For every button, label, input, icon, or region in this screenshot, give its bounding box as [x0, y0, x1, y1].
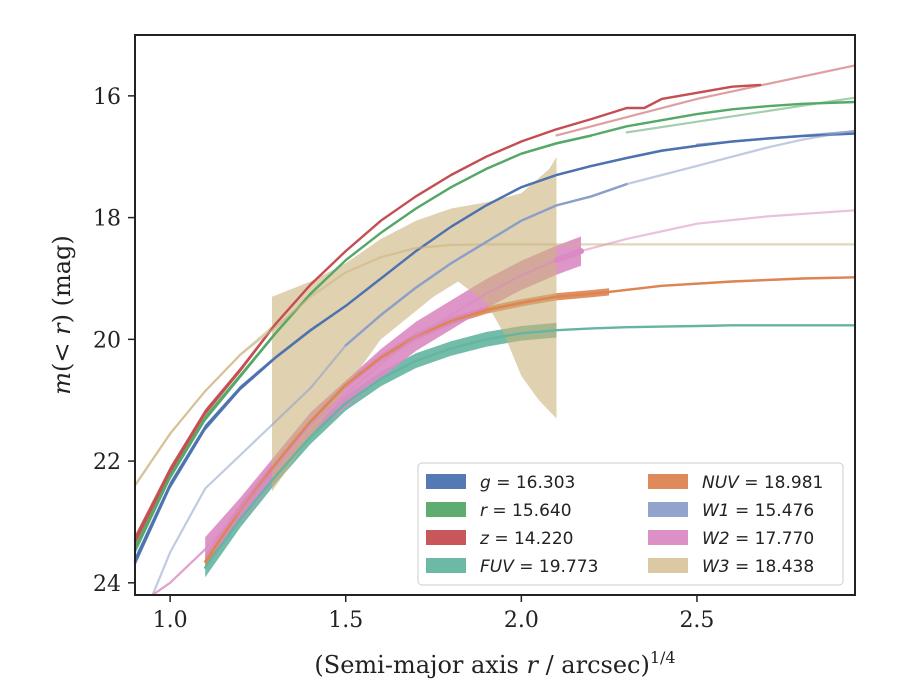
x-tick-label: 2.5 [679, 608, 714, 633]
series-line-r [133, 100, 857, 551]
legend-swatch-z [426, 530, 466, 545]
legend-label-nuv: NUV = 18.981 [702, 473, 823, 493]
series-line-g [133, 132, 857, 563]
series-line-w2 [151, 209, 857, 597]
legend-label-g: g = 16.303 [480, 473, 575, 493]
x-tick-label: 1.0 [153, 608, 188, 633]
y-tick-label: 24 [93, 572, 121, 597]
series-measured-w1 [344, 182, 628, 347]
series-line-z [133, 83, 762, 542]
y-tick-label: 16 [93, 85, 121, 110]
y-axis-label: m(< r) (mag) [48, 235, 76, 395]
legend-swatch-r [426, 502, 466, 517]
legend-swatch-w2 [648, 530, 688, 545]
legend-swatch-fuv [426, 558, 466, 573]
legend-swatch-w3 [648, 558, 688, 573]
legend-label-r: r = 15.640 [480, 501, 572, 521]
series-line-fuv [204, 324, 857, 569]
legend-swatch-w1 [648, 502, 688, 517]
legend-label-w2: W2 = 17.770 [702, 529, 814, 549]
x-axis-ticks: 1.0 1.5 2.0 2.5 [153, 595, 714, 633]
legend-box [417, 462, 844, 586]
legend: g = 16.303 r = 15.640 z = 14.220 FUV = 19.7… [417, 462, 844, 586]
x-tick-label: 2.0 [504, 608, 539, 633]
series-measured-w2 [553, 248, 584, 264]
series-line-w3 [133, 243, 857, 487]
plot-frame [134, 34, 856, 596]
legend-label-z: z = 14.220 [479, 529, 573, 549]
legend-label-w3: W3 = 18.438 [702, 557, 814, 577]
x-axis-label: (Semi-major axis r / arcsec)1/4 [314, 648, 675, 679]
series-faint-z [555, 64, 857, 137]
legend-label-fuv: FUV = 19.773 [480, 557, 598, 577]
series-line-nuv [204, 276, 857, 563]
series-lines [133, 83, 857, 597]
x-tick-label: 1.5 [328, 608, 363, 633]
legend-swatch-nuv [648, 474, 688, 489]
series-envelope-w3 [272, 156, 557, 492]
y-tick-label: 22 [93, 450, 121, 475]
legend-label-w1: W1 = 15.476 [702, 501, 814, 521]
legend-swatch-g [426, 474, 466, 489]
y-axis-ticks: 16 18 20 22 24 [93, 85, 135, 597]
y-tick-label: 18 [93, 207, 121, 232]
y-tick-label: 20 [93, 328, 121, 353]
